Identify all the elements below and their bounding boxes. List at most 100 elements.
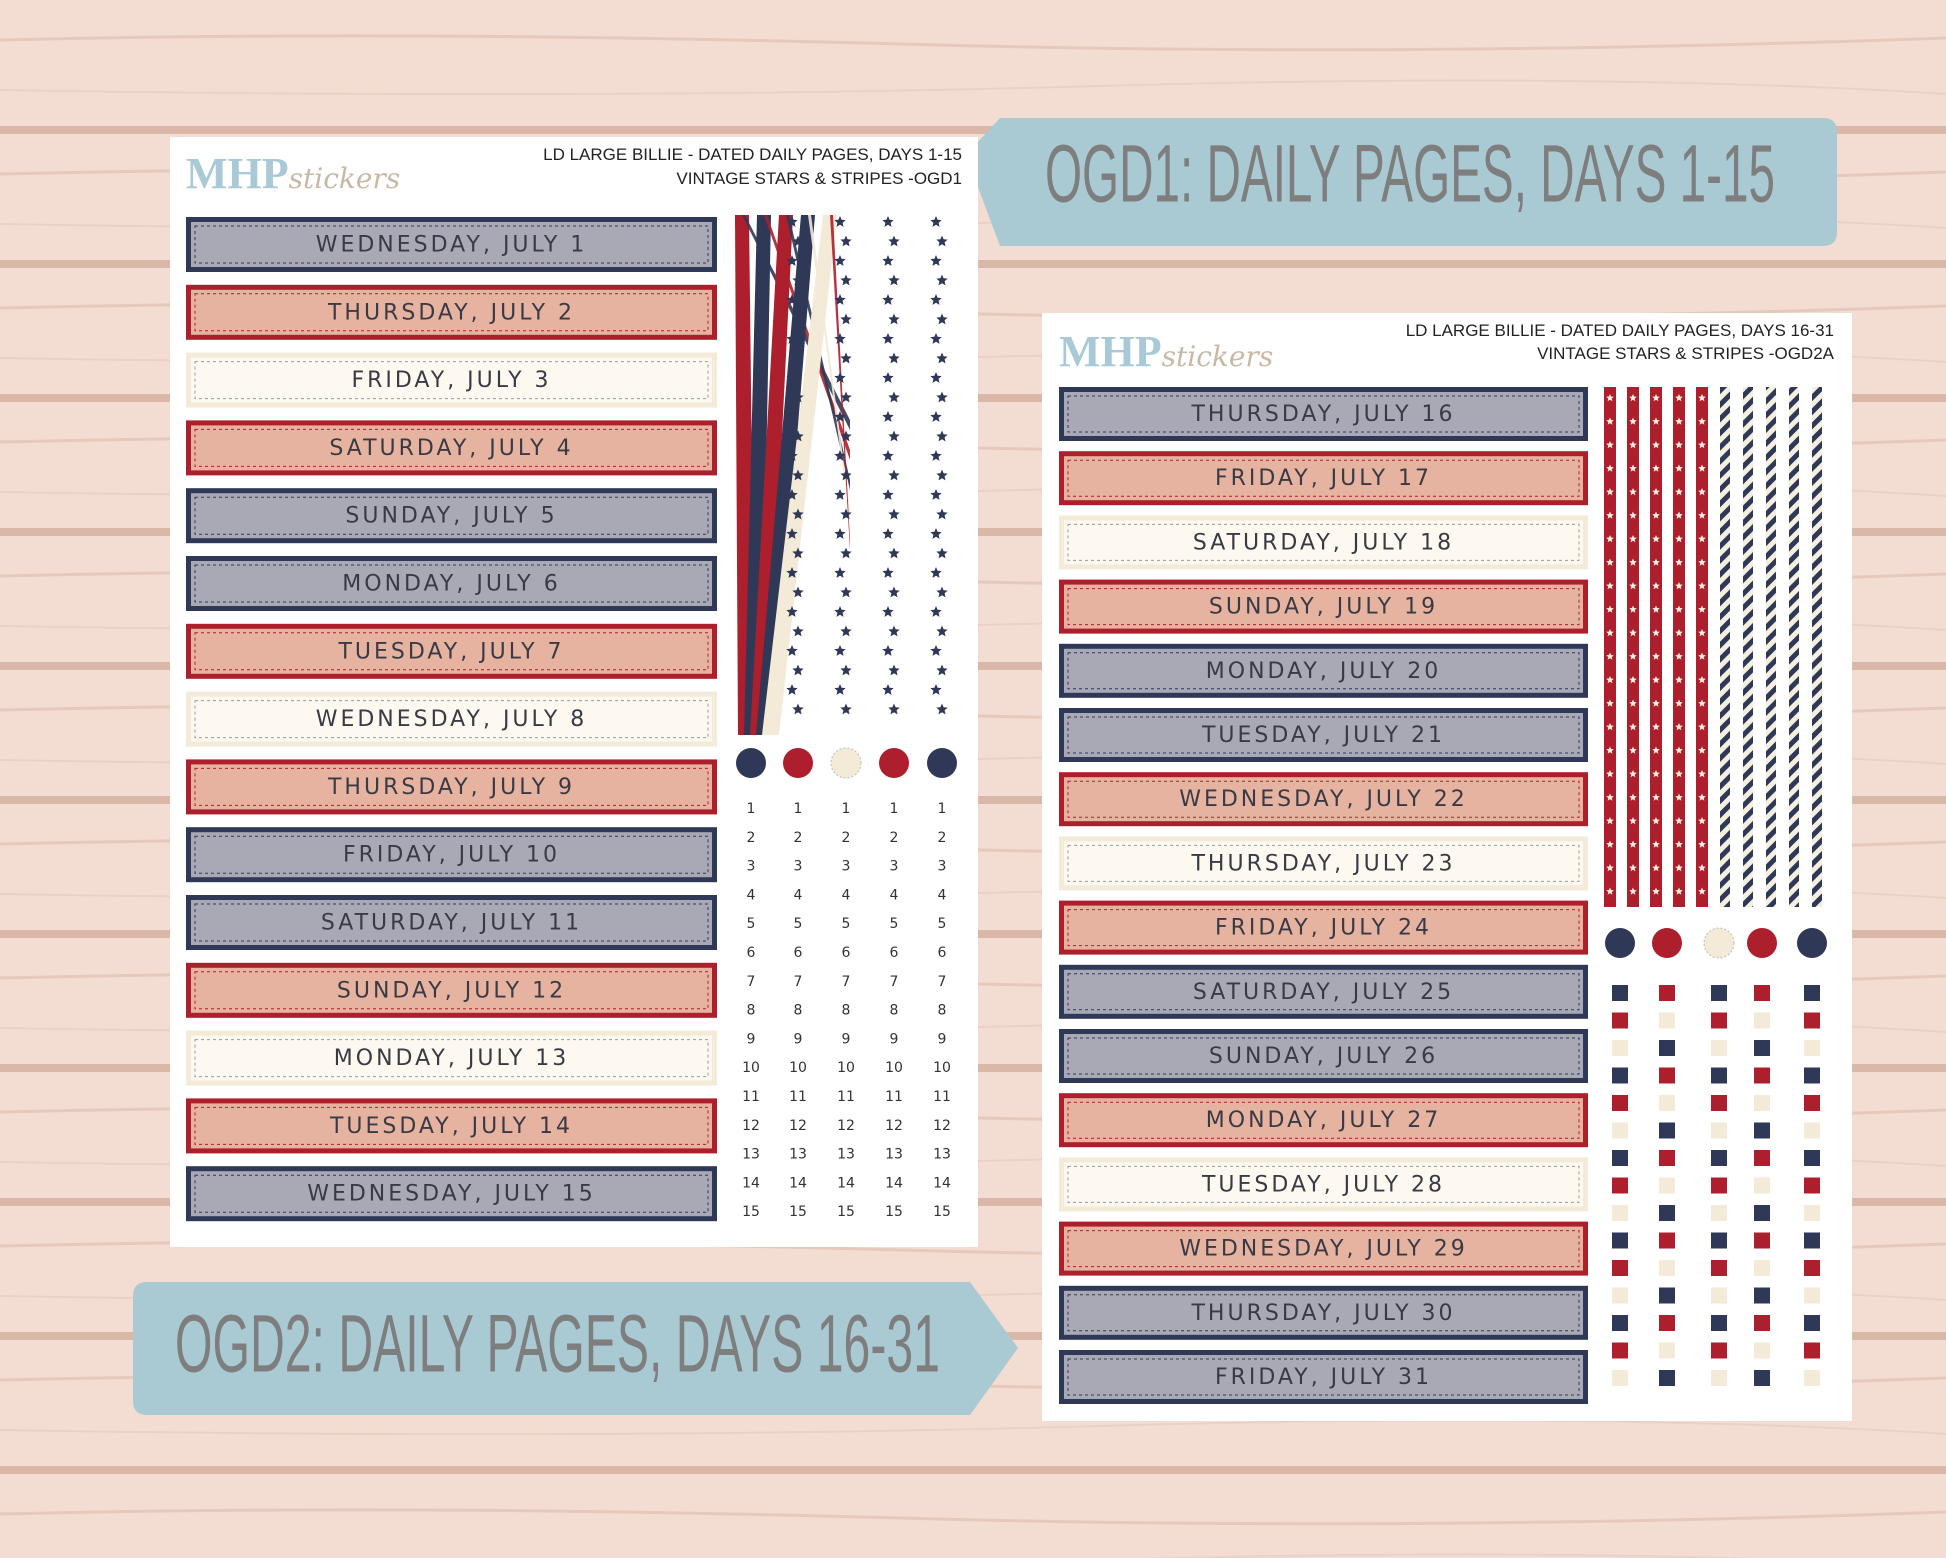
star — [792, 469, 804, 481]
number-sticker: 12 — [885, 1118, 903, 1134]
star — [792, 625, 804, 637]
stripe — [756, 215, 815, 735]
star — [930, 255, 942, 266]
square-sticker — [1754, 1095, 1770, 1111]
number-sticker: 4 — [747, 887, 756, 903]
label-stitch — [1067, 1101, 1580, 1139]
star — [1652, 488, 1660, 496]
star — [1652, 699, 1660, 707]
label-stitch — [194, 293, 709, 332]
star — [1652, 535, 1660, 543]
star — [1629, 605, 1637, 613]
square-sticker — [1754, 1232, 1770, 1249]
star — [840, 469, 852, 481]
star — [1606, 864, 1614, 872]
square-sticker — [1754, 1315, 1770, 1331]
label-text: FRIDAY, JULY 24 — [1215, 916, 1432, 941]
square-sticker — [1804, 1122, 1820, 1139]
star — [936, 703, 948, 715]
star — [834, 567, 846, 578]
label-inner — [191, 1035, 712, 1081]
star — [1629, 840, 1637, 848]
number-sticker: 15 — [789, 1204, 807, 1220]
star — [930, 567, 942, 578]
star — [1629, 535, 1637, 543]
number-sticker: 7 — [890, 974, 899, 990]
square-sticker — [1612, 1342, 1628, 1359]
number-sticker: 9 — [747, 1031, 756, 1047]
star — [1675, 864, 1683, 872]
label-stitch — [1067, 395, 1580, 433]
label-stitch — [1067, 780, 1580, 818]
star — [840, 625, 852, 637]
square-sticker — [1711, 1287, 1727, 1304]
star — [786, 606, 798, 617]
star — [882, 294, 894, 305]
star — [882, 567, 894, 578]
square-sticker — [1612, 1122, 1628, 1139]
label-stitch — [1067, 1165, 1580, 1203]
label-inner — [1064, 1355, 1583, 1399]
number-sticker: 10 — [789, 1060, 807, 1076]
label-inner — [191, 1103, 712, 1149]
label-text: MONDAY, JULY 20 — [1206, 659, 1441, 684]
star — [786, 528, 798, 539]
star — [1606, 629, 1614, 637]
square-sticker — [1754, 1012, 1770, 1029]
logo-brand: MHP — [186, 149, 289, 198]
label-stitch — [1067, 1230, 1580, 1268]
square-sticker — [1711, 1150, 1727, 1166]
number-sticker: 2 — [794, 830, 803, 846]
star — [1675, 746, 1683, 754]
label-inner — [1064, 648, 1583, 693]
label-inner — [1064, 1034, 1583, 1078]
number-sticker: 6 — [794, 945, 803, 961]
number-sticker: 2 — [747, 830, 756, 846]
star — [1629, 511, 1637, 519]
sheet-title: LD LARGE BILLIE - DATED DAILY PAGES, DAY… — [1406, 321, 1834, 340]
star — [1652, 582, 1660, 590]
label-inner — [191, 1171, 712, 1217]
star — [930, 606, 942, 617]
label-text: SUNDAY, JULY 26 — [1209, 1044, 1438, 1069]
star — [792, 235, 804, 247]
star — [792, 352, 804, 364]
round-dot — [1797, 928, 1827, 958]
star — [1675, 887, 1683, 895]
star — [930, 372, 942, 383]
square-sticker — [1754, 1177, 1770, 1194]
label-text: FRIDAY, JULY 3 — [351, 368, 551, 393]
star — [1698, 511, 1706, 519]
star — [930, 645, 942, 656]
star — [840, 391, 852, 403]
star — [1652, 770, 1660, 778]
star — [1675, 441, 1683, 449]
star — [1606, 676, 1614, 684]
square-sticker — [1754, 1122, 1770, 1139]
star — [1698, 699, 1706, 707]
star — [882, 411, 894, 422]
number-sticker: 13 — [742, 1147, 760, 1163]
square-sticker — [1659, 1315, 1675, 1331]
star — [1698, 441, 1706, 449]
number-sticker: 3 — [747, 859, 756, 875]
star — [888, 313, 900, 325]
label-inner — [191, 696, 712, 742]
number-sticker: 5 — [890, 916, 899, 932]
sticker-sheet: MHPstickers LD LARGE BILLIE - DATED DAILY… — [1042, 313, 1852, 1421]
star — [1698, 887, 1706, 895]
number-sticker: 10 — [933, 1060, 951, 1076]
star — [1652, 417, 1660, 425]
square-sticker — [1711, 1232, 1727, 1249]
star — [792, 703, 804, 715]
number-sticker: 3 — [938, 859, 947, 875]
logo: MHPstickers — [186, 149, 400, 198]
sheet1-decor: 1234567891011121314151234567891011121314… — [735, 215, 957, 1220]
star — [1698, 676, 1706, 684]
star — [1606, 488, 1614, 496]
star — [1675, 605, 1683, 613]
square-sticker — [1612, 1287, 1628, 1304]
star — [840, 508, 852, 520]
label-stitch — [1067, 1358, 1580, 1396]
star — [1606, 723, 1614, 731]
